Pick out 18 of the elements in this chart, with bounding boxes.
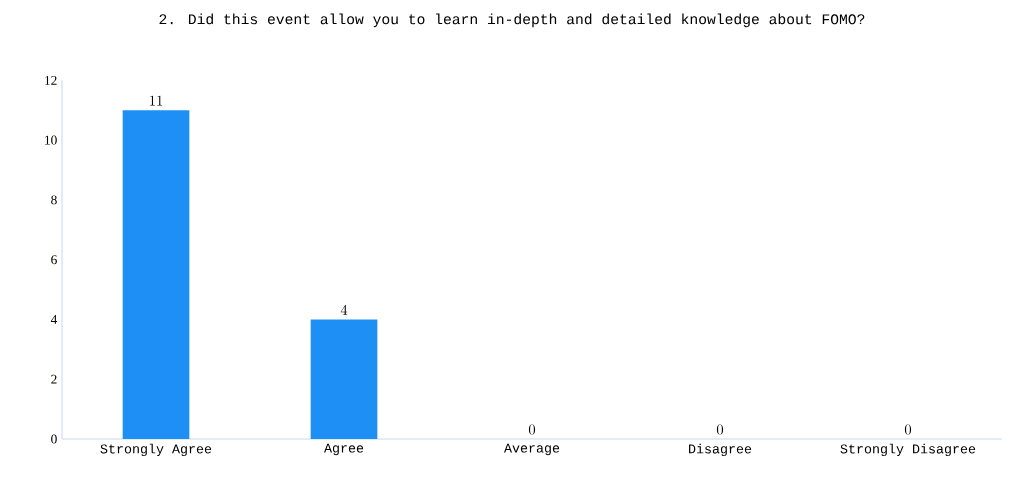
data-label: 0 — [716, 424, 724, 435]
y-tick-label: 8 — [51, 195, 57, 205]
y-tick-label: 0 — [51, 434, 57, 444]
y-tick-label: 2 — [51, 374, 57, 384]
y-tick-label: 10 — [45, 135, 57, 145]
x-tick-label: Strongly Disagree — [840, 443, 976, 457]
y-tick-label: 4 — [50, 315, 58, 324]
x-tick-label: Average — [504, 443, 560, 456]
x-tick-label: Strongly Agree — [100, 443, 212, 457]
data-label: 0 — [528, 424, 536, 435]
data-label: 4 — [340, 304, 348, 315]
y-tick-label: 6 — [51, 255, 57, 265]
y-tick-label: 12 — [45, 75, 57, 85]
data-label: 0 — [904, 424, 912, 435]
chart-title: 2. Did this event allow you to learn in-depth and detailed knowledge about FOMO? — [159, 13, 865, 28]
data-label: 11 — [150, 95, 163, 106]
x-tick-label: Disagree — [689, 443, 752, 457]
x-tick-label: Agree — [324, 443, 364, 456]
